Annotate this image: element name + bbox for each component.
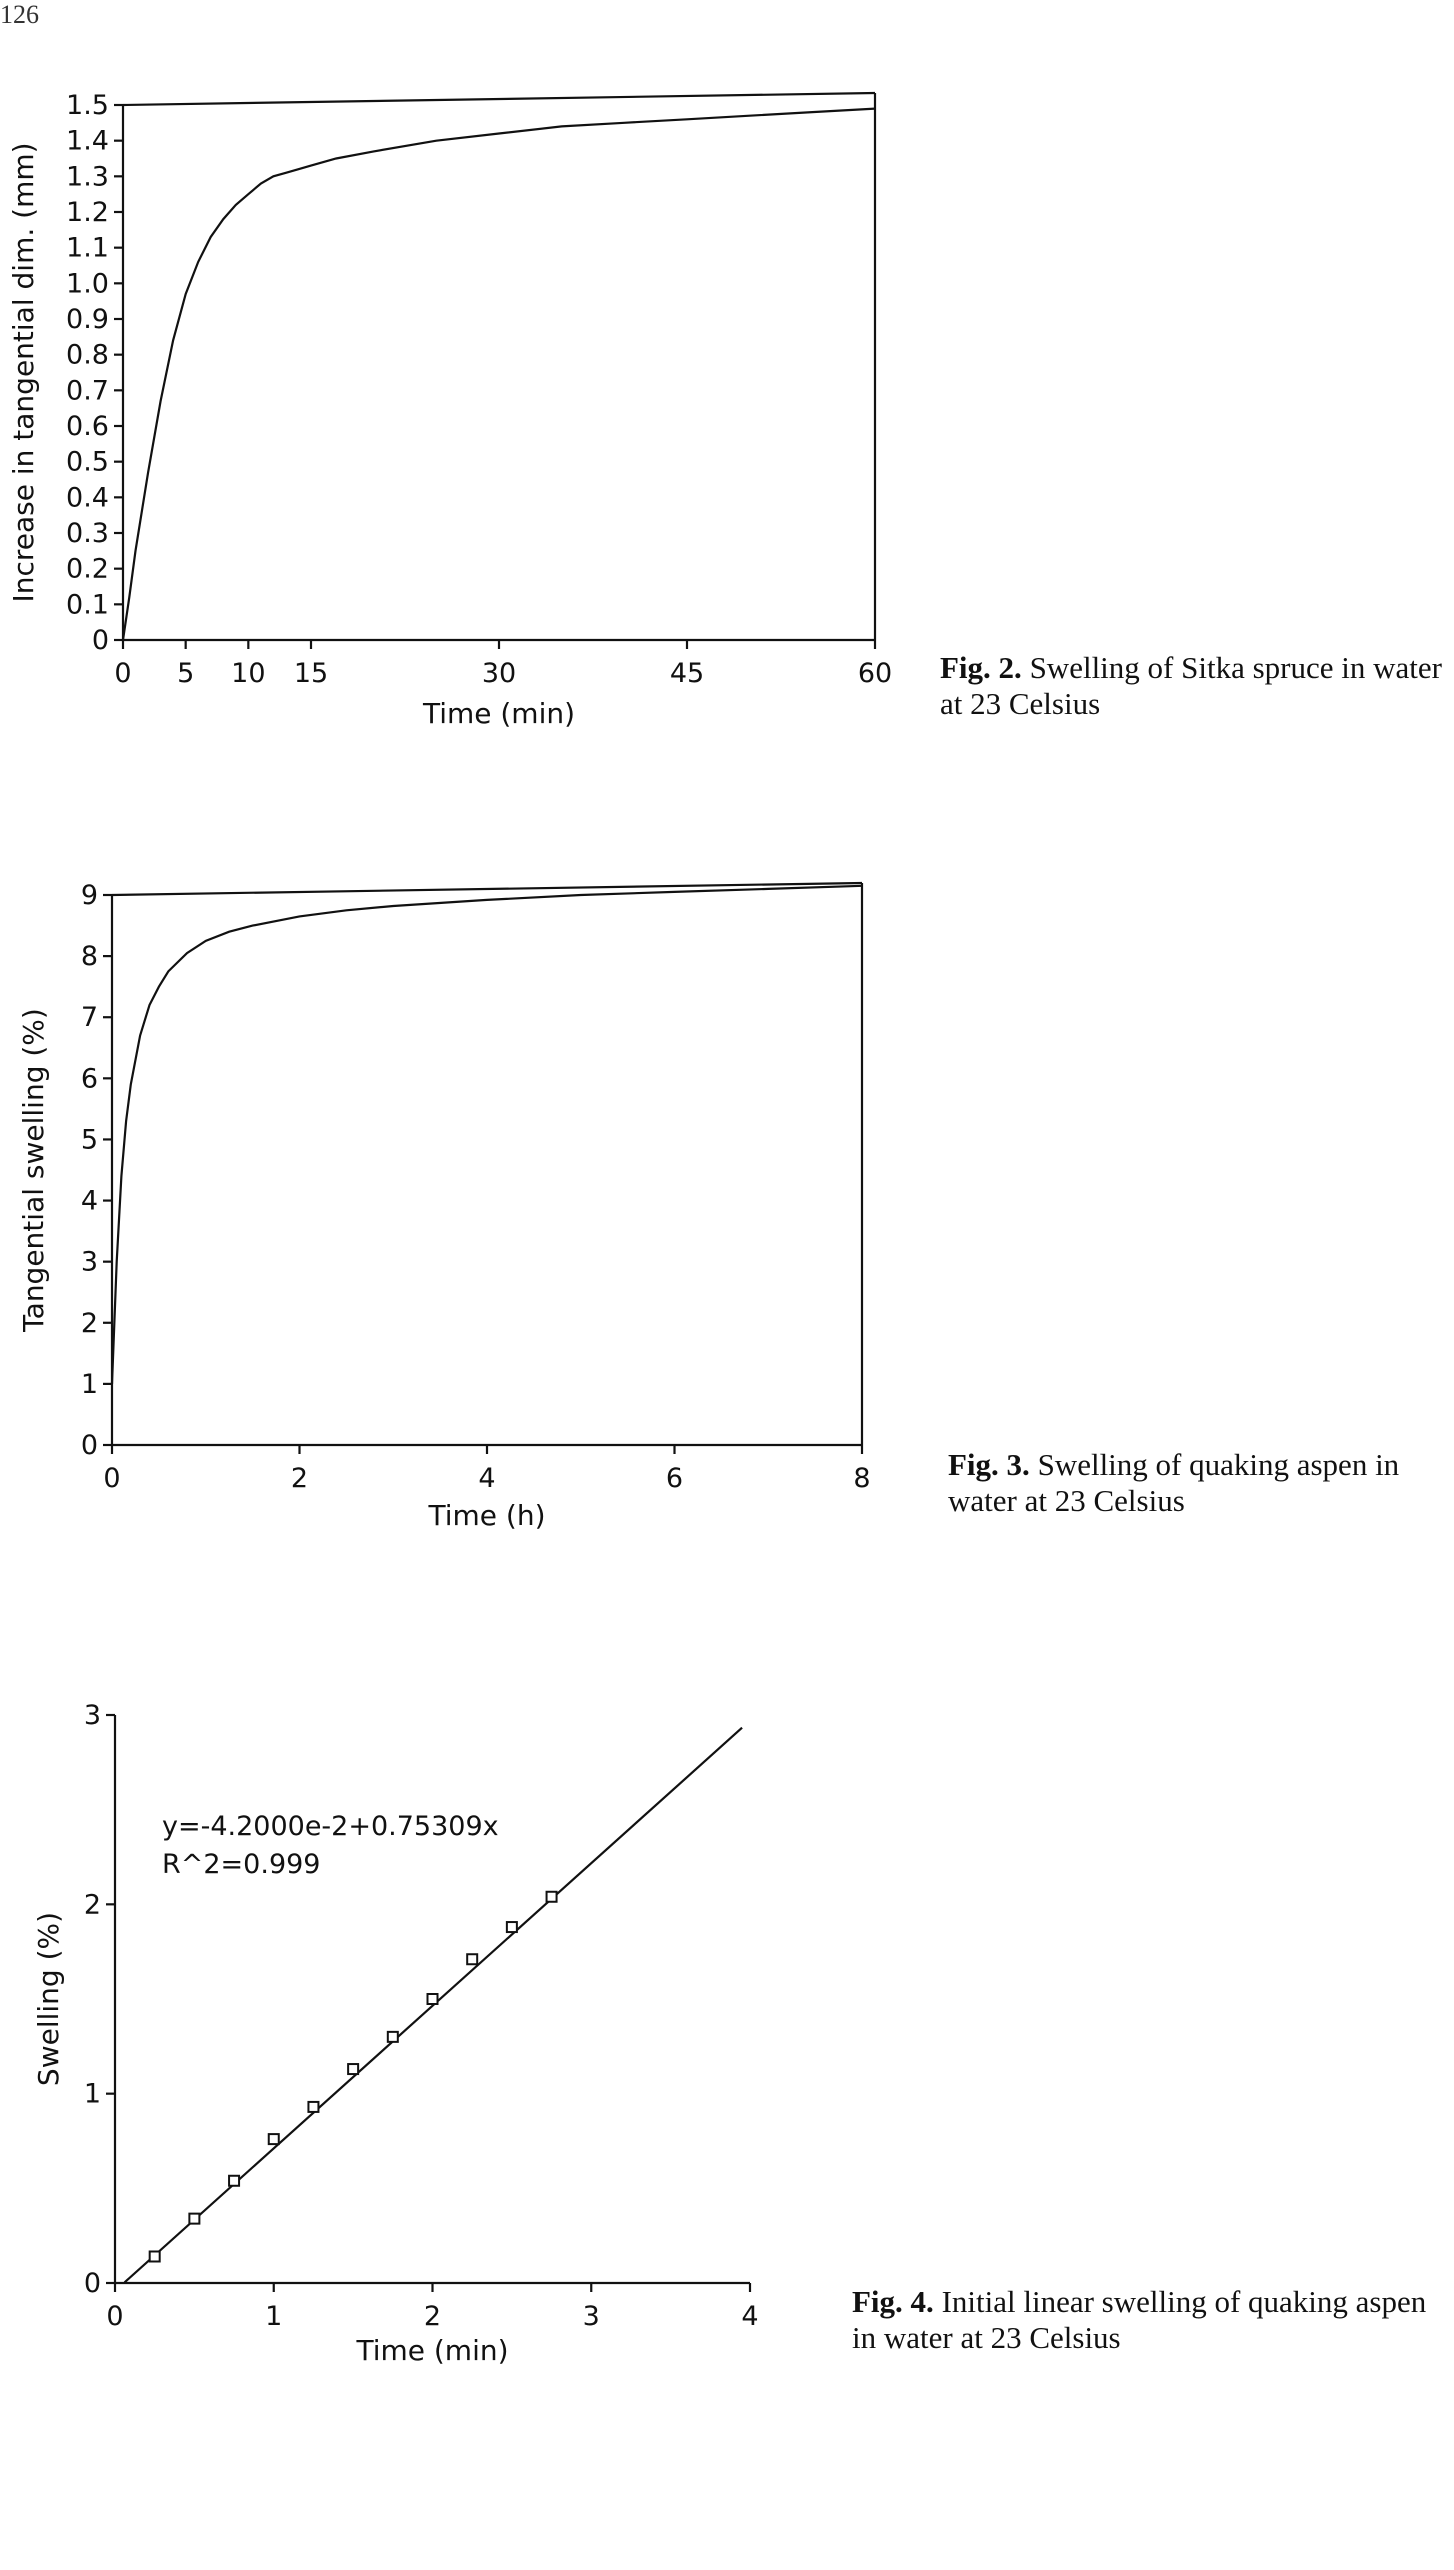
fig4-data-point [545,1890,558,1903]
fig3-y-tick-label: 1 [81,1369,98,1400]
fig2-x-tick-label: 10 [231,658,265,689]
fig4-annotation: R^2=0.999 [162,1849,320,1880]
fig4-x-tick-label: 2 [424,2301,441,2332]
fig2-y-tick-label: 0.6 [66,411,109,442]
fig4-data-point [148,2250,161,2263]
fig3-y-tick-label: 8 [81,941,98,972]
fig4-y-axis-label: Swelling (%) [32,1912,65,2086]
fig2-y-tick-label: 0.2 [66,554,109,585]
fig2-y-tick-label: 0.1 [66,589,109,620]
fig2-y-tick-label: 0 [92,625,109,656]
fig4-y-tick-label: 2 [84,1889,101,1920]
fig3-y-tick-label: 6 [81,1063,98,1094]
fig2-y-tick-label: 1.4 [66,126,109,157]
figure-4-chart: 0 1 2 3 0 1 2 3 4 Time (min) Swelling (%) y=-4.2000… [32,1700,759,2367]
fig3-y-tick-label: 7 [81,1002,98,1033]
fig4-data-point [188,2212,201,2225]
fig4-data-point [228,2174,241,2187]
fig3-top-frame [111,881,863,897]
figure-4-caption-text: Initial linear swelling of quaking aspen… [852,2284,1427,2355]
fig3-y-tick-label: 9 [81,880,98,911]
fig4-annotation: y=-4.2000e-2+0.75309x [162,1811,499,1842]
fig2-y-tick-label: 0.7 [66,375,109,406]
fig2-x-tick-label: 5 [177,658,194,689]
figure-2-caption-text: Swelling of Sitka spruce in water at 23 … [940,650,1442,721]
fig4-y-tick-label: 3 [84,1700,101,1731]
fig3-x-tick-label: 0 [103,1463,120,1494]
fig3-x-tick-label: 8 [853,1463,870,1494]
fig2-y-tick-label: 1.2 [66,197,109,228]
figure-2-caption: Fig. 2. Swelling of Sitka spruce in wate… [940,650,1450,722]
figure-2-chart: 0 0.1 0.2 0.3 0.4 0.5 0.6 0.7 0.8 0.9 1.0 1.1 1.2 1.3… [7,90,892,730]
fig3-y-axis-label: Tangential swelling (%) [17,1008,50,1333]
fig2-y-tick-label: 1.3 [66,161,109,192]
fig4-data-point [347,2063,360,2076]
fig2-y-tick-label: 0.5 [66,447,109,478]
fig4-data-point [267,2133,280,2146]
fig4-x-tick-label: 4 [741,2301,758,2332]
fig4-data-point [426,1993,439,2005]
fig2-series-line [121,107,876,641]
fig3-x-tick-label: 6 [666,1463,683,1494]
fig2-y-tick-label: 1.1 [66,233,109,264]
fig2-x-axis-label: Time (min) [422,697,575,730]
fig4-data-point [386,2030,399,2043]
fig3-y-tick-label: 0 [81,1430,98,1461]
figure-3-caption-text: Swelling of quaking aspen in water at 23… [948,1447,1400,1518]
figure-4-caption: Fig. 4. Initial linear swelling of quaki… [852,2284,1452,2356]
fig2-y-tick-label: 1.0 [66,268,109,299]
fig4-x-tick-label: 3 [583,2301,600,2332]
fig2-y-tick-label: 0.4 [66,482,109,513]
fig2-y-tick-label: 0.3 [66,518,109,549]
fig4-x-axis-label: Time (min) [355,2334,508,2367]
fig4-data-point [307,2100,320,2113]
figure-3-caption: Fig. 3. Swelling of quaking aspen in wat… [948,1447,1418,1519]
fig3-x-tick-label: 4 [478,1463,495,1494]
figure-3-chart: 0 1 2 3 4 5 6 7 8 9 0 2 4 6 8 Time (h) Tangential swelli… [17,880,871,1532]
fig2-x-tick-label: 45 [670,658,704,689]
fig4-x-tick-label: 1 [265,2301,282,2332]
fig2-x-tick-label: 15 [294,658,328,689]
fig3-series-line [110,884,863,1384]
fig4-data-point [466,1953,479,1966]
fig2-y-tick-label: 0.8 [66,340,109,371]
fig2-x-tick-label: 60 [858,658,892,689]
fig2-y-axis-label: Increase in tangential dim. (mm) [7,142,40,602]
fig4-y-tick-label: 1 [84,2079,101,2110]
fig2-x-tick-label: 0 [114,658,131,689]
fig2-y-tick-label: 1.5 [66,90,109,121]
fig2-x-tick-label: 30 [482,658,516,689]
page-number: 126 [0,0,39,29]
figure-4-label: Fig. 4. [852,2284,934,2319]
fig4-data-point [505,1921,518,1934]
fig3-y-tick-label: 4 [81,1186,98,1217]
figure-2-label: Fig. 2. [940,650,1022,685]
fig4-x-tick-label: 0 [106,2301,123,2332]
fig4-fit-line [123,1726,743,2284]
fig2-top-frame [122,91,876,107]
fig2-y-tick-label: 0.9 [66,304,109,335]
fig3-x-tick-label: 2 [291,1463,308,1494]
fig3-y-tick-label: 3 [81,1247,98,1278]
fig3-y-tick-label: 5 [81,1124,98,1155]
fig3-y-tick-label: 2 [81,1308,98,1339]
figure-3-label: Fig. 3. [948,1447,1030,1482]
fig4-y-tick-label: 0 [84,2268,101,2299]
fig3-x-axis-label: Time (h) [427,1499,545,1532]
